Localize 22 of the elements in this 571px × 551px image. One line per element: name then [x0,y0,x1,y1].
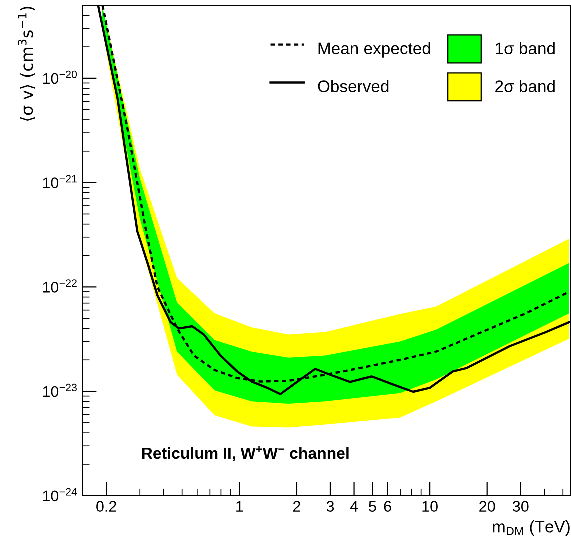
x-axis-title: m$_{DM}$ (TeV) [493,520,570,536]
x-tick-label: 1 [236,501,244,512]
legend-label: 1σ band [496,42,555,55]
y-tick-label: 10$^{−24}$ [43,488,78,502]
x-tick-label: 2 [293,501,300,512]
legend-label: 2σ band [496,80,555,92]
x-tick-label: 10 [422,501,438,512]
x-tick-label: 30 [512,501,529,512]
x-tick-label: 6 [384,501,392,512]
x-tick-label: 3 [326,501,334,512]
y-tick-label: 10$^{−23}$ [43,384,77,398]
x-tick-label: 0.2 [96,501,116,512]
y-tick-label: 10$^{−21}$ [43,175,77,188]
annotation: Reticulum II, W$^{+}$W$^{−}$ channel [142,446,349,462]
y-tick-label: 10$^{−22}$ [43,280,77,293]
x-tick-label: 20 [480,501,496,512]
x-tick-label: 5 [369,501,376,512]
y-tick-label: 10$^{−20}$ [43,70,78,84]
legend-label: Observed [318,80,389,92]
y-axis-title: ⟨σ v⟩ (cm$^{3}$s$^{−1}$) [18,6,36,122]
legend-label: Mean expected [318,42,430,58]
x-tick-label: 4 [350,501,358,512]
